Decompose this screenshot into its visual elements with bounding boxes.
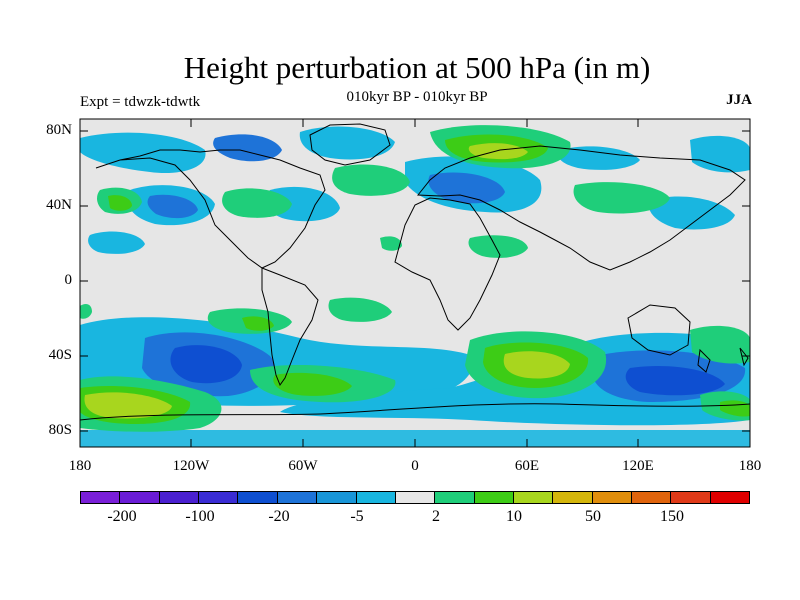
experiment-label: Expt = tdwzk-tdwtk xyxy=(80,94,201,110)
colorbar-label: 50 xyxy=(585,508,601,525)
season-label: JJA xyxy=(726,92,752,108)
colorbar-label: -100 xyxy=(185,508,215,525)
colorbar-swatch xyxy=(238,492,278,503)
colorbar-swatch xyxy=(120,492,160,503)
colorbar-swatch xyxy=(81,492,121,503)
colorbar-swatch xyxy=(277,492,318,503)
lon-label-180w: 180 xyxy=(68,458,92,474)
colorbar-swatch xyxy=(513,492,554,503)
lat-label-80n: 80N xyxy=(46,122,72,138)
colorbar-swatch xyxy=(671,492,711,503)
colorbar-swatch xyxy=(159,492,200,503)
axis-ticks xyxy=(80,119,750,447)
lat-label-40s: 40S xyxy=(48,347,72,363)
lon-label-0: 0 xyxy=(411,458,419,474)
lat-label-0: 0 xyxy=(64,272,73,288)
negative-anomaly-regions xyxy=(80,126,750,447)
colorbar xyxy=(80,491,750,504)
lon-label-60e: 60E xyxy=(514,458,540,474)
colorbar-label: -20 xyxy=(268,508,290,525)
colorbar-swatch xyxy=(592,492,633,503)
lon-label-120e: 120E xyxy=(622,458,654,474)
colorbar-swatch xyxy=(199,492,239,503)
colorbar-label: 10 xyxy=(506,508,522,525)
map-title: Height perturbation at 500 hPa (in m) xyxy=(183,50,651,85)
colorbar-swatch xyxy=(632,492,672,503)
colorbar-label: 150 xyxy=(660,508,684,525)
colorbar-swatch xyxy=(710,492,750,503)
lat-label-80s: 80S xyxy=(48,422,72,438)
colorbar-swatch xyxy=(317,492,357,503)
colorbar-label: 2 xyxy=(432,508,440,525)
colorbar-swatch xyxy=(356,492,396,503)
colorbar-label: -5 xyxy=(350,508,364,525)
positive-anomaly-regions xyxy=(80,125,750,432)
colorbar-label: -200 xyxy=(107,508,137,525)
colorbar-swatch xyxy=(553,492,593,503)
colorbar-swatch xyxy=(395,492,436,503)
lon-label-180e: 180 xyxy=(738,458,762,474)
coastlines xyxy=(80,123,750,421)
period-label: 010kyr BP - 010kyr BP xyxy=(346,89,488,105)
colorbar-swatch xyxy=(435,492,475,503)
lon-label-120w: 120W xyxy=(172,458,210,474)
lat-label-40n: 40N xyxy=(46,197,72,213)
lon-label-60w: 60W xyxy=(288,458,318,474)
colorbar-swatch xyxy=(474,492,514,503)
